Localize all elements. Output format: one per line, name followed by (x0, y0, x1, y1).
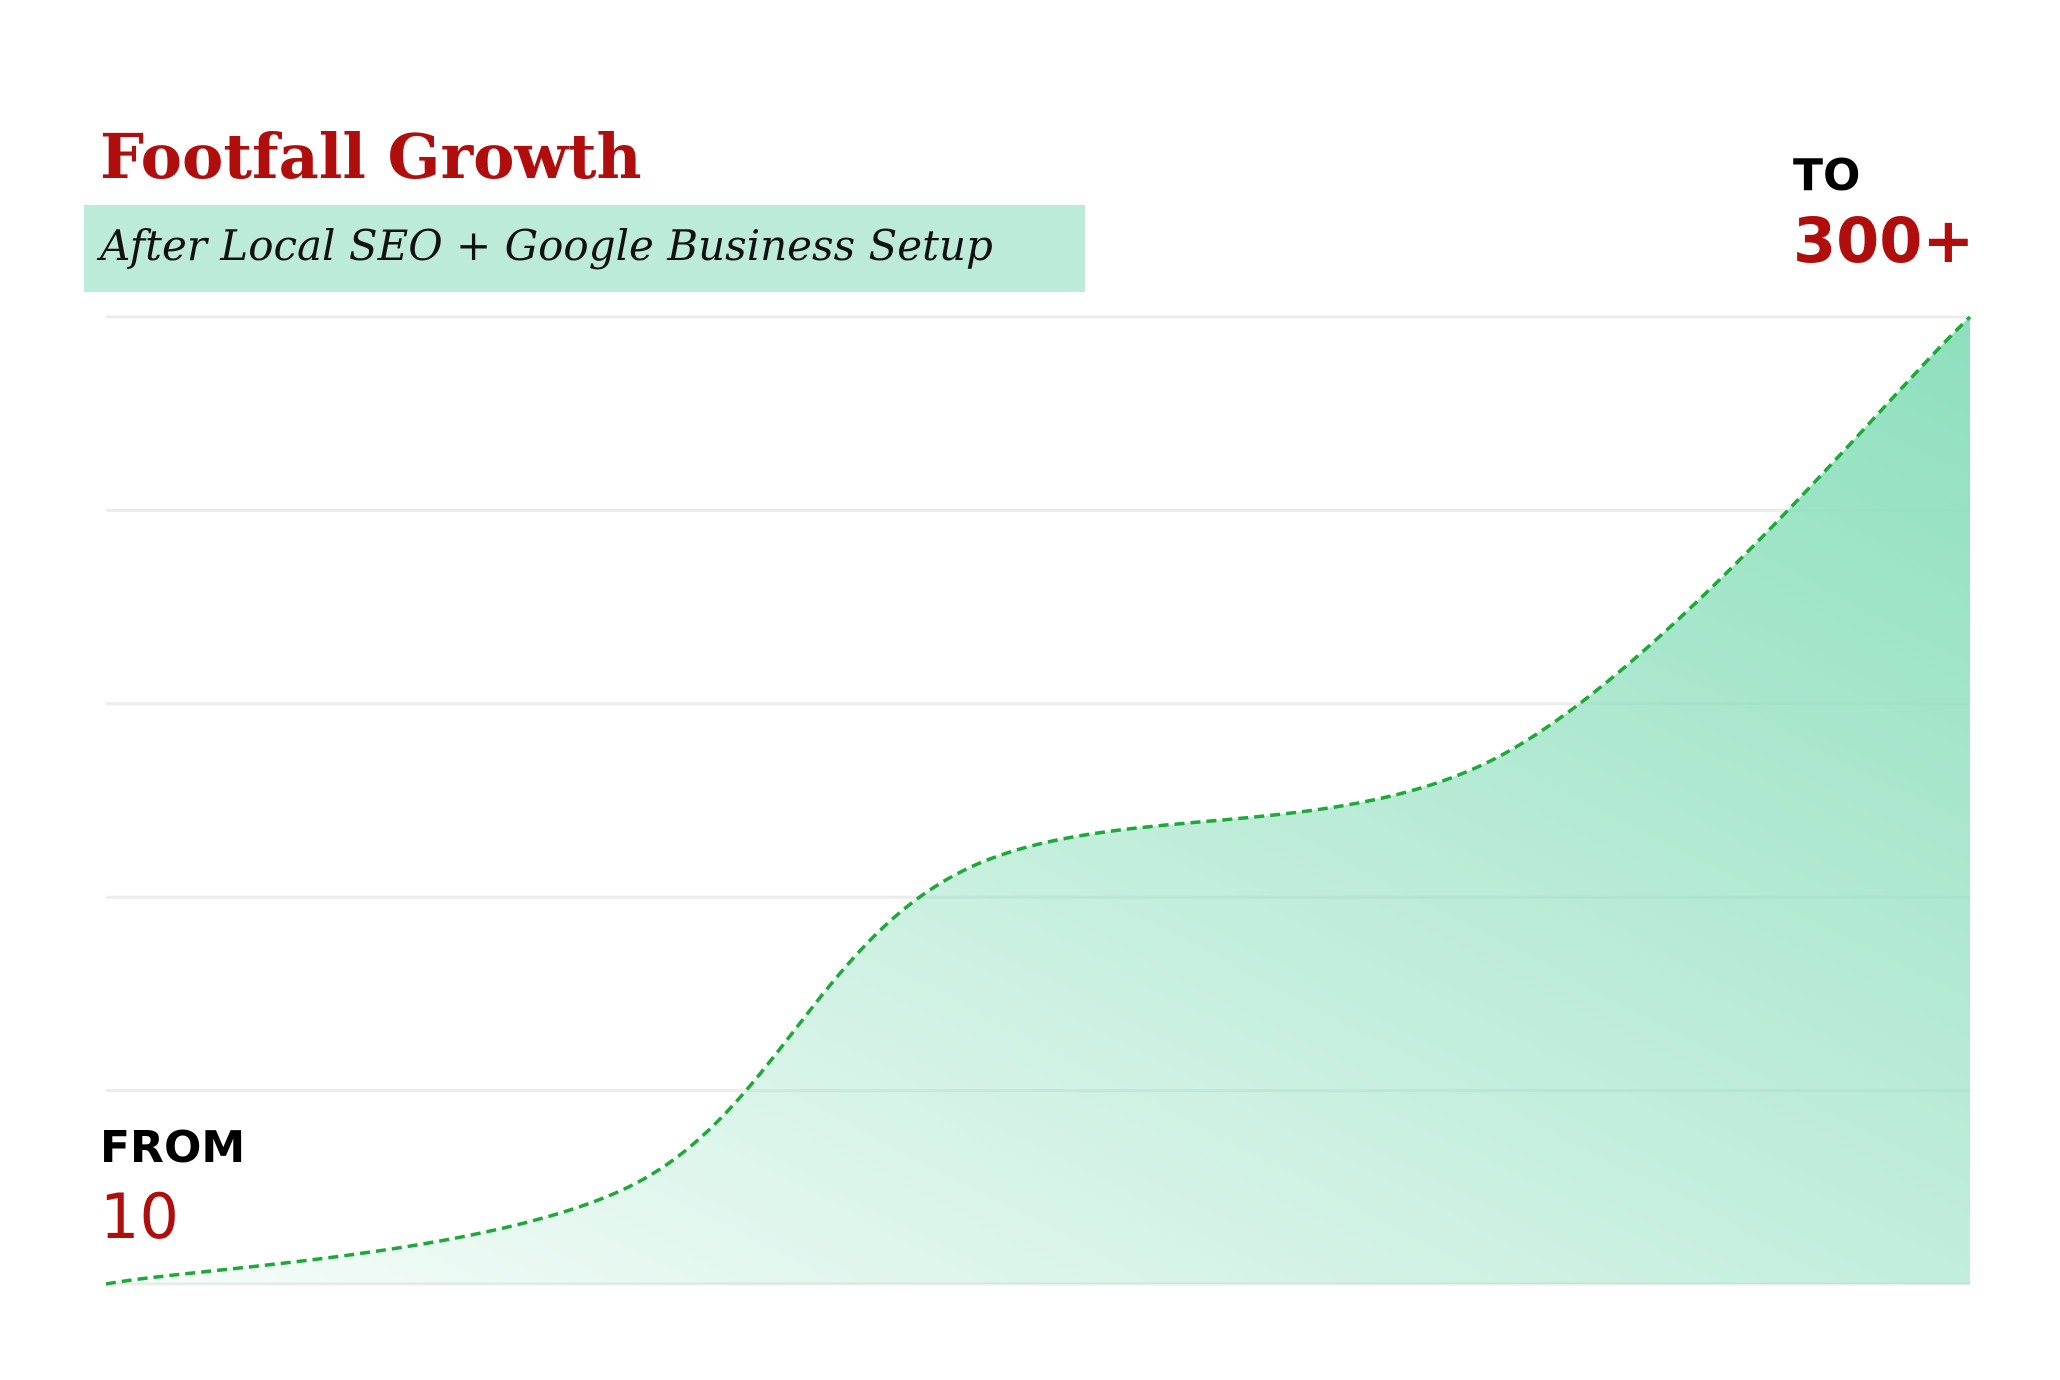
subtitle-highlight (84, 205, 1085, 292)
chart-subtitle: After Local SEO + Google Business Setup (96, 221, 993, 270)
value-label: 10 (100, 1180, 179, 1253)
chart-title: Footfall Growth (100, 120, 642, 193)
from-label: FROM (100, 1122, 245, 1173)
area-fill (106, 317, 1970, 1284)
trend-line (105, 315, 1972, 1286)
value-label: 300+ (1793, 204, 1974, 277)
to-label: TO (1793, 150, 1860, 201)
